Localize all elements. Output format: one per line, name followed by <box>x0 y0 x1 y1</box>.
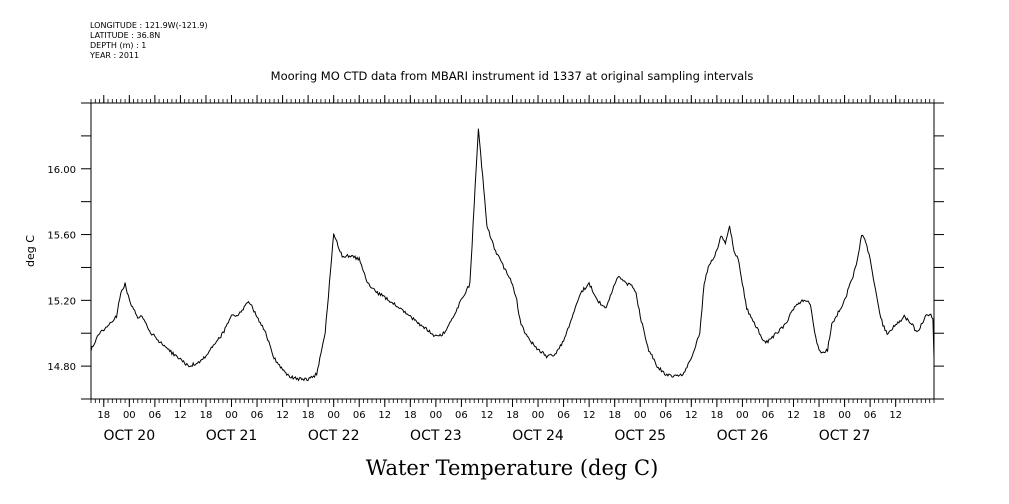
x-hour-label: 06 <box>455 410 468 421</box>
x-day-label: OCT 21 <box>206 428 258 444</box>
x-hour-label: 18 <box>506 410 519 421</box>
x-axis-label: Water Temperature (deg C) <box>366 456 659 480</box>
x-hour-label: 12 <box>685 410 698 421</box>
metadata-block: LONGITUDE : 121.9W(-121.9) LATITUDE : 36… <box>90 21 208 61</box>
x-day-label: OCT 27 <box>819 428 871 444</box>
latitude-label: LATITUDE : 36.8N <box>90 31 161 40</box>
x-hour-label: 00 <box>429 410 442 421</box>
x-hour-label: 12 <box>378 410 391 421</box>
x-hour-label: 00 <box>736 410 749 421</box>
x-day-label: OCT 22 <box>308 428 360 444</box>
x-axis: 18 00 06 12 18 00 06 12 18 00 06 12 18 00 06 12 18 00 06 12… <box>97 95 902 444</box>
x-hour-label: 12 <box>889 410 902 421</box>
x-hour-label: 06 <box>659 410 672 421</box>
y-tick-label: 15.20 <box>47 296 76 307</box>
year-label: YEAR : 2011 <box>90 51 140 60</box>
x-hour-label: 18 <box>302 410 315 421</box>
temperature-series-line <box>90 128 935 382</box>
x-hour-label: 12 <box>481 410 494 421</box>
y-tick-label: 14.80 <box>47 362 76 373</box>
minor-ticks <box>90 99 935 403</box>
x-hour-label: 06 <box>251 410 264 421</box>
x-hour-label: 06 <box>864 410 877 421</box>
x-hour-label: 00 <box>532 410 545 421</box>
x-hour-label: 18 <box>710 410 723 421</box>
depth-label: DEPTH (m) : 1 <box>90 41 147 50</box>
x-hour-label: 00 <box>123 410 136 421</box>
x-day-label: OCT 25 <box>614 428 666 444</box>
x-day-label: OCT 23 <box>410 428 462 444</box>
x-hour-label: 12 <box>276 410 289 421</box>
x-hour-label: 00 <box>634 410 647 421</box>
plot-frame <box>90 102 935 400</box>
longitude-label: LONGITUDE : 121.9W(-121.9) <box>90 21 208 30</box>
x-hour-label: 00 <box>838 410 851 421</box>
x-hour-label: 00 <box>225 410 238 421</box>
x-hour-label: 12 <box>787 410 800 421</box>
x-hour-label: 12 <box>583 410 596 421</box>
x-hour-label: 18 <box>813 410 826 421</box>
x-hour-label: 18 <box>200 410 213 421</box>
y-axis-label: deg C <box>24 235 37 267</box>
x-day-label: OCT 24 <box>512 428 564 444</box>
x-hour-label: 00 <box>327 410 340 421</box>
x-hour-label: 18 <box>97 410 110 421</box>
x-day-label: OCT 26 <box>717 428 769 444</box>
x-hour-label: 18 <box>608 410 621 421</box>
chart-title: Mooring MO CTD data from MBARI instrumen… <box>271 69 754 83</box>
y-axis: 14.80 15.20 15.60 16.00 <box>47 102 944 400</box>
x-hour-label: 06 <box>148 410 161 421</box>
minor-tick-marks <box>90 99 935 403</box>
x-hour-label: 12 <box>174 410 187 421</box>
y-tick-label: 16.00 <box>47 165 76 176</box>
y-tick-label: 15.60 <box>47 231 76 242</box>
x-day-label: OCT 20 <box>104 428 156 444</box>
x-hour-label: 18 <box>404 410 417 421</box>
x-hour-label: 06 <box>557 410 570 421</box>
x-hour-label: 06 <box>353 410 366 421</box>
x-hour-label: 06 <box>762 410 775 421</box>
